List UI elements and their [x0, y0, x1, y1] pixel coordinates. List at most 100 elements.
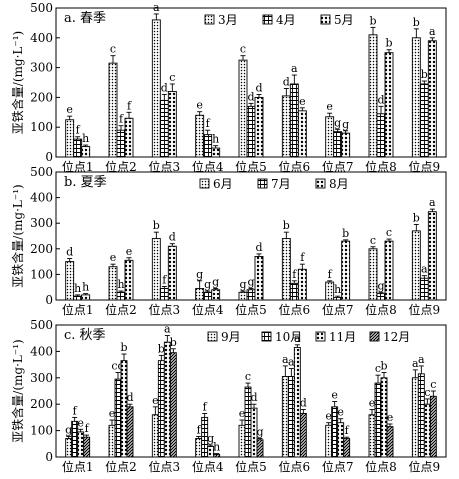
y-tick-label: 200: [30, 90, 53, 104]
legend-swatch: [320, 14, 331, 25]
legend-swatch: [315, 178, 326, 189]
y-tick-label: 400: [30, 31, 53, 45]
significance-letter: f: [300, 251, 305, 264]
bar: [83, 436, 91, 458]
significance-letter: g: [207, 432, 214, 445]
significance-letter: g: [247, 275, 254, 288]
bar: [116, 129, 126, 158]
y-axis-label: 亚铁含量/(mg·L⁻¹): [10, 184, 25, 287]
bar: [337, 422, 345, 458]
bar: [124, 117, 134, 158]
x-tick-label: 位点9: [409, 302, 441, 317]
bar: [333, 296, 343, 301]
significance-letter: e: [66, 103, 73, 116]
significance-letter: c: [370, 234, 376, 247]
bar: [151, 238, 161, 301]
x-tick-label: 位点5: [235, 159, 267, 174]
significance-letter: a: [421, 263, 428, 276]
significance-letter: e: [196, 99, 203, 112]
significance-letter: d: [283, 75, 290, 88]
significance-letter: f: [345, 424, 350, 437]
significance-letter: d: [377, 93, 384, 106]
legend-label: 12月: [383, 330, 410, 344]
significance-letter: d: [169, 231, 176, 244]
bar: [203, 291, 213, 301]
significance-letter: g: [212, 275, 219, 288]
bar: [126, 406, 134, 458]
significance-letter: d: [255, 241, 262, 254]
x-tick-label: 位点2: [105, 302, 137, 317]
bar: [374, 382, 382, 458]
significance-letter: f: [76, 124, 81, 137]
bar: [151, 414, 159, 458]
significance-letter: a: [288, 356, 295, 369]
bar: [81, 146, 91, 158]
bar: [108, 62, 118, 158]
bar: [159, 99, 169, 158]
significance-letter: f: [85, 422, 90, 435]
significance-letter: g: [65, 423, 72, 436]
bar: [423, 403, 431, 458]
legend-label: 8月: [329, 177, 349, 191]
bar: [419, 277, 429, 301]
bar: [297, 268, 307, 301]
bar: [77, 431, 85, 458]
bar: [120, 360, 128, 458]
legend-swatch: [207, 331, 218, 342]
significance-letter: f: [162, 273, 167, 286]
bar: [341, 240, 351, 301]
significance-letter: b: [421, 68, 428, 81]
significance-letter: b: [380, 360, 387, 373]
legend-swatch: [257, 178, 268, 189]
significance-letter: c: [430, 378, 436, 391]
bar: [213, 453, 221, 458]
x-tick-label: 位点1: [62, 459, 94, 474]
bar: [368, 248, 378, 301]
bar: [325, 424, 333, 458]
significance-letter: a: [291, 62, 298, 75]
bar: [325, 281, 335, 301]
significance-letter: h: [212, 133, 219, 146]
significance-letter: f: [127, 99, 132, 112]
bar: [368, 414, 376, 458]
significance-letter: e: [387, 411, 394, 424]
bar: [386, 426, 394, 458]
bar: [124, 259, 134, 301]
legend-swatch: [262, 14, 273, 25]
significance-letter: f: [292, 268, 297, 281]
bar: [333, 131, 343, 158]
significance-letter: c: [169, 71, 175, 84]
significance-letter: c: [375, 362, 381, 375]
bar: [297, 110, 307, 158]
significance-letter: g: [196, 268, 203, 281]
bar: [419, 83, 429, 158]
bar: [169, 352, 177, 458]
significance-letter: d: [161, 81, 168, 94]
significance-letter: b: [153, 219, 160, 232]
significance-letter: f: [197, 423, 202, 436]
y-tick-label: 400: [30, 344, 53, 358]
bar: [343, 438, 351, 458]
legend-label: 5月: [334, 13, 354, 27]
legend-label: 4月: [276, 13, 296, 27]
bar: [289, 83, 299, 158]
x-tick-label: 位点2: [105, 159, 137, 174]
bar: [411, 37, 421, 158]
significance-letter: e: [77, 416, 84, 429]
bar: [73, 295, 83, 301]
significance-letter: b: [413, 211, 420, 224]
significance-letter: e: [109, 407, 116, 420]
y-tick-label: 300: [30, 61, 53, 75]
y-tick-label: 300: [30, 371, 53, 385]
y-tick-label: 0: [45, 150, 53, 164]
significance-letter: e: [299, 95, 306, 108]
bar: [384, 240, 394, 301]
bar: [384, 52, 394, 158]
bar: [411, 230, 421, 301]
significance-letter: e: [239, 407, 246, 420]
x-tick-label: 位点7: [322, 302, 354, 317]
panel-title: b. 夏季: [64, 175, 107, 190]
